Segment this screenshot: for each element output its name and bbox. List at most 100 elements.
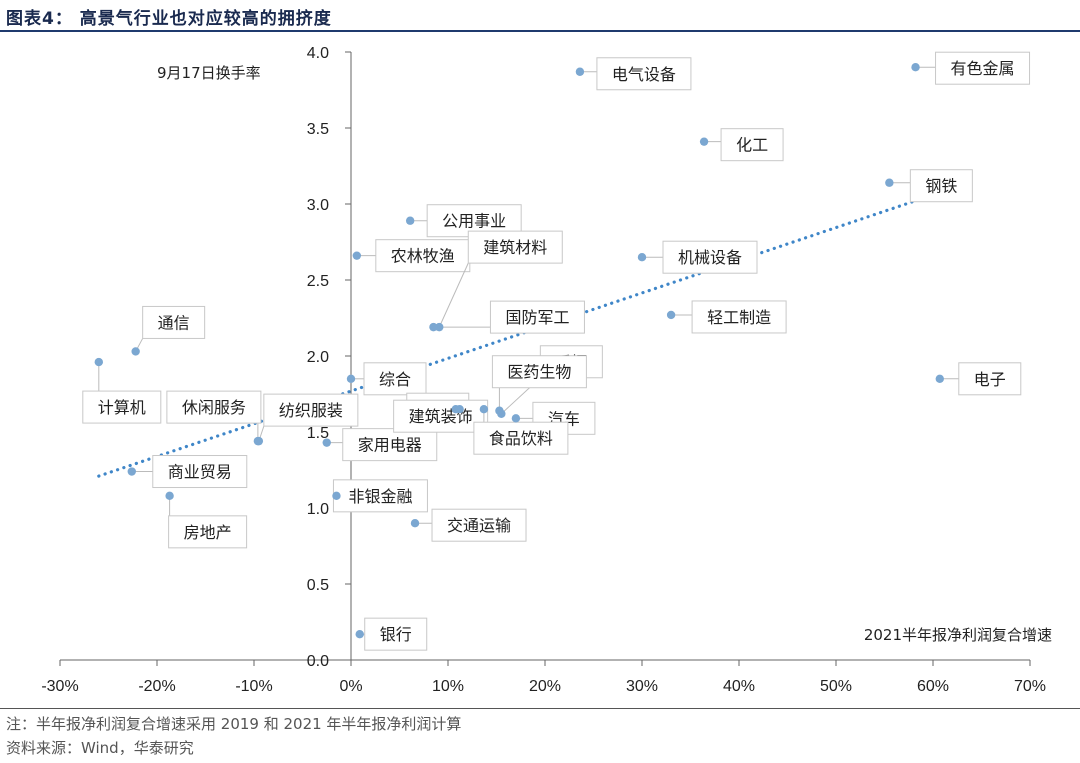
data-point	[479, 405, 489, 414]
x-tick-label: 60%	[917, 678, 949, 695]
x-tick-label: 30%	[626, 678, 658, 695]
title-divider	[0, 30, 1080, 32]
x-tick-label: -10%	[235, 678, 272, 695]
data-point	[405, 216, 415, 225]
y-tick-label: 1.0	[307, 501, 329, 518]
point-label-box	[168, 515, 248, 549]
data-point	[495, 406, 504, 415]
data-point	[355, 629, 364, 639]
x-tick-label: 50%	[820, 678, 852, 695]
point-label: 电气设备	[612, 65, 676, 84]
point-label-box	[166, 390, 262, 424]
point-label: 非银金融	[348, 487, 412, 506]
point-label-box	[467, 230, 563, 264]
point-label-box	[596, 57, 692, 91]
point-label: 轻工制造	[707, 308, 771, 327]
data-point	[935, 374, 944, 383]
data-point	[332, 491, 341, 501]
point-label-box	[142, 305, 206, 339]
point-label: 食品饮料	[489, 429, 553, 448]
point-label: 钢铁	[925, 177, 957, 196]
x-tick-label: 0%	[339, 678, 362, 695]
data-point	[429, 322, 438, 332]
point-label-box	[342, 428, 438, 462]
data-point	[699, 137, 709, 146]
data-point	[346, 374, 356, 383]
data-point	[131, 347, 140, 356]
point-label: 通信	[158, 313, 190, 332]
point-label-box	[375, 239, 471, 273]
point-label-box	[152, 455, 248, 489]
footer-divider	[0, 708, 1080, 709]
point-label-box	[363, 362, 427, 396]
data-point	[885, 178, 894, 187]
point-label: 国防军工	[505, 308, 569, 327]
x-tick-label: -30%	[41, 678, 78, 695]
point-label-box	[473, 421, 569, 455]
point-label: 建筑材料	[483, 238, 547, 257]
point-label: 机械设备	[678, 248, 742, 267]
point-label-box	[909, 169, 973, 203]
point-label-box	[364, 617, 428, 651]
footnote: 注：半年报净利润复合增速采用 2019 和 2021 年半年报净利润计算	[6, 715, 462, 733]
y-tick-label: 0.5	[307, 577, 329, 594]
point-label: 银行	[380, 625, 412, 644]
x-tick-label: 10%	[432, 678, 464, 695]
point-label-box	[263, 393, 359, 427]
data-point	[254, 436, 264, 446]
point-label-box	[491, 355, 587, 389]
trendline	[97, 193, 935, 478]
point-label: 电子	[974, 370, 1006, 389]
x-axis-title: 2021半年报净利润复合增速	[864, 626, 1052, 644]
point-label: 医药生物	[507, 363, 571, 382]
point-label-box	[431, 508, 527, 542]
point-label: 休闲服务	[182, 398, 246, 417]
trendline-dotted	[97, 193, 935, 478]
point-label-box	[662, 240, 758, 274]
leader-line	[438, 262, 469, 328]
data-point	[911, 63, 920, 72]
data-point	[410, 519, 420, 528]
source-note: 资料来源：Wind，华泰研究	[6, 739, 194, 757]
data-point	[511, 414, 521, 423]
data-point	[435, 322, 444, 332]
y-tick-label: 3.0	[307, 197, 329, 214]
point-label: 商业贸易	[168, 463, 232, 482]
point-label-box	[720, 128, 784, 162]
point-label: 房地产	[184, 523, 232, 542]
point-label: 化工	[736, 136, 768, 155]
data-point	[455, 405, 464, 414]
point-label: 公用事业	[442, 212, 506, 231]
data-point	[352, 251, 362, 260]
y-tick-label: 4.0	[307, 45, 329, 62]
y-tick-label: 0.0	[307, 653, 329, 670]
data-point	[94, 357, 104, 367]
data-point	[165, 491, 174, 501]
chart-title: 图表4： 高景气行业也对应较高的拥挤度	[6, 9, 332, 29]
axes: -30% -20% -10% 0% 10% 20% 30% 40% 50% 60% 70% 0.0 0.…	[41, 45, 1052, 695]
point-label-box	[393, 399, 489, 433]
data-point	[127, 467, 136, 476]
data-point	[322, 438, 331, 447]
x-tick-label: 40%	[723, 678, 755, 695]
y-tick-label: 1.5	[307, 425, 329, 442]
point-label: 计算机	[98, 398, 146, 417]
point-label-box	[935, 51, 1031, 85]
x-tick-label: -20%	[138, 678, 175, 695]
point-label: 家用电器	[358, 436, 422, 455]
x-tick-label: 70%	[1014, 678, 1046, 695]
x-tick-label: 20%	[529, 678, 561, 695]
point-label: 综合	[379, 370, 411, 389]
data-point	[666, 310, 676, 320]
point-label-box	[82, 390, 162, 424]
point-label: 交通运输	[447, 516, 511, 535]
y-tick-label: 2.0	[307, 349, 329, 366]
point-label: 农林牧渔	[391, 247, 455, 266]
point-label: 纺织服装	[279, 401, 343, 420]
scatter-chart: -30% -20% -10% 0% 10% 20% 30% 40% 50% 60% 70% 0.0 0.…	[41, 45, 1052, 695]
y-tick-label: 3.5	[307, 121, 329, 138]
point-label: 有色金属	[951, 59, 1015, 78]
point-label-box	[691, 300, 787, 334]
data-point	[637, 253, 647, 262]
